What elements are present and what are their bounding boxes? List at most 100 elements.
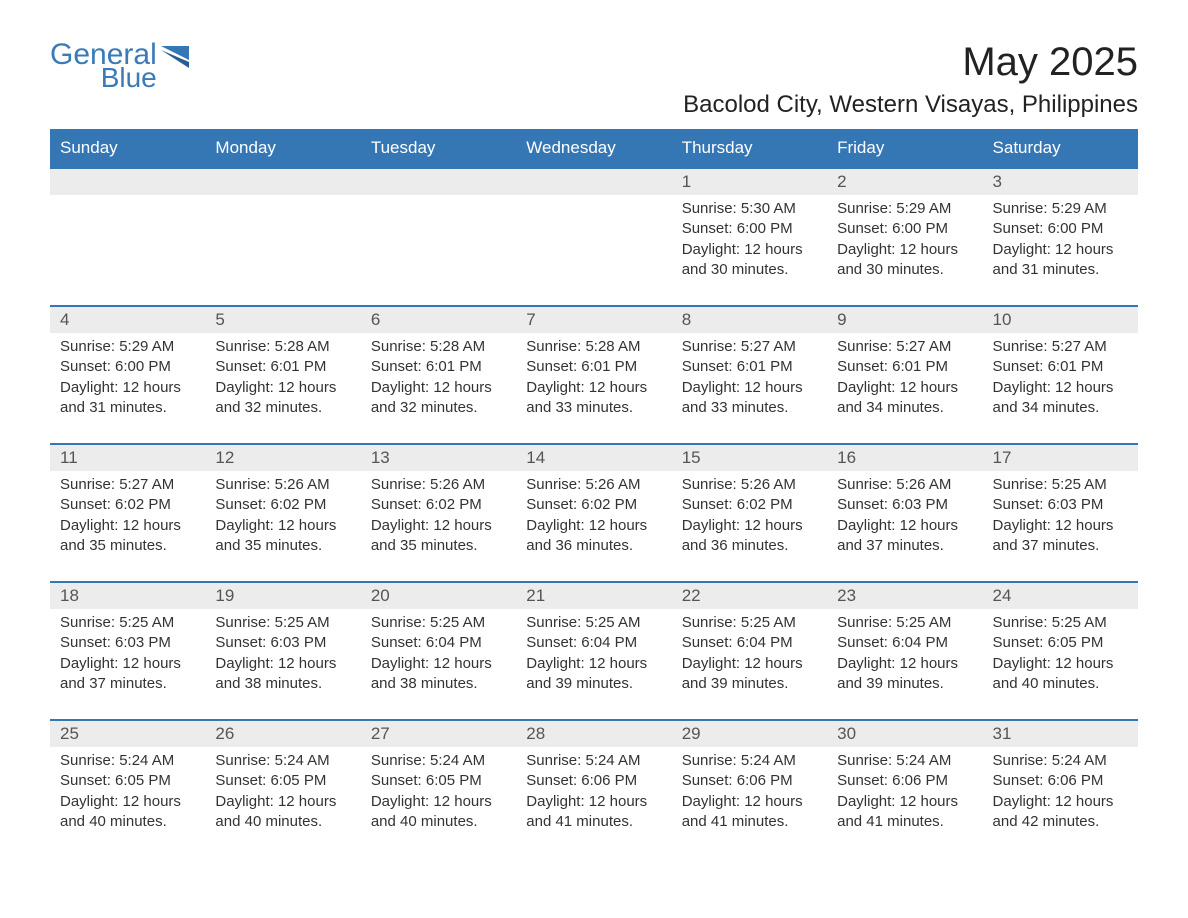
day-body: Sunrise: 5:25 AMSunset: 6:04 PMDaylight:… xyxy=(827,609,982,719)
calendar-cell xyxy=(50,166,205,305)
sunrise-text: Sunrise: 5:27 AM xyxy=(837,337,972,357)
sunrise-text: Sunrise: 5:25 AM xyxy=(837,613,972,633)
calendar-cell: 30Sunrise: 5:24 AMSunset: 6:06 PMDayligh… xyxy=(827,719,982,857)
daylight-text: Daylight: 12 hours and 40 minutes. xyxy=(215,792,350,833)
calendar-cell: 18Sunrise: 5:25 AMSunset: 6:03 PMDayligh… xyxy=(50,581,205,719)
sunset-text: Sunset: 6:00 PM xyxy=(60,357,195,377)
day-number: 5 xyxy=(205,305,360,333)
day-number-empty xyxy=(205,167,360,195)
day-number: 25 xyxy=(50,719,205,747)
sunset-text: Sunset: 6:02 PM xyxy=(682,495,817,515)
day-body: Sunrise: 5:27 AMSunset: 6:01 PMDaylight:… xyxy=(827,333,982,443)
day-body: Sunrise: 5:25 AMSunset: 6:03 PMDaylight:… xyxy=(50,609,205,719)
daylight-text: Daylight: 12 hours and 30 minutes. xyxy=(682,240,817,281)
daylight-text: Daylight: 12 hours and 41 minutes. xyxy=(837,792,972,833)
sunset-text: Sunset: 6:00 PM xyxy=(993,219,1128,239)
title-month: May 2025 xyxy=(683,40,1138,85)
calendar-table: Sunday Monday Tuesday Wednesday Thursday… xyxy=(50,129,1138,857)
day-body: Sunrise: 5:25 AMSunset: 6:03 PMDaylight:… xyxy=(983,471,1138,581)
day-number: 10 xyxy=(983,305,1138,333)
calendar-cell: 22Sunrise: 5:25 AMSunset: 6:04 PMDayligh… xyxy=(672,581,827,719)
day-number-empty xyxy=(361,167,516,195)
daylight-text: Daylight: 12 hours and 38 minutes. xyxy=(371,654,506,695)
day-number: 16 xyxy=(827,443,982,471)
day-number: 26 xyxy=(205,719,360,747)
day-body: Sunrise: 5:24 AMSunset: 6:06 PMDaylight:… xyxy=(672,747,827,857)
day-number: 18 xyxy=(50,581,205,609)
calendar-cell: 9Sunrise: 5:27 AMSunset: 6:01 PMDaylight… xyxy=(827,305,982,443)
day-body-empty xyxy=(205,195,360,305)
sunrise-text: Sunrise: 5:29 AM xyxy=(993,199,1128,219)
sunrise-text: Sunrise: 5:26 AM xyxy=(682,475,817,495)
header: General Blue May 2025 Bacolod City, West… xyxy=(50,40,1138,129)
sunset-text: Sunset: 6:02 PM xyxy=(60,495,195,515)
title-location: Bacolod City, Western Visayas, Philippin… xyxy=(683,91,1138,119)
sunrise-text: Sunrise: 5:25 AM xyxy=(371,613,506,633)
sunset-text: Sunset: 6:02 PM xyxy=(371,495,506,515)
sunrise-text: Sunrise: 5:27 AM xyxy=(682,337,817,357)
calendar-body: 1Sunrise: 5:30 AMSunset: 6:00 PMDaylight… xyxy=(50,166,1138,857)
calendar-cell: 29Sunrise: 5:24 AMSunset: 6:06 PMDayligh… xyxy=(672,719,827,857)
sunrise-text: Sunrise: 5:25 AM xyxy=(215,613,350,633)
daylight-text: Daylight: 12 hours and 32 minutes. xyxy=(215,378,350,419)
weekday-header: Saturday xyxy=(983,130,1138,166)
sunrise-text: Sunrise: 5:28 AM xyxy=(215,337,350,357)
sunset-text: Sunset: 6:04 PM xyxy=(526,633,661,653)
day-body: Sunrise: 5:26 AMSunset: 6:02 PMDaylight:… xyxy=(205,471,360,581)
calendar-cell: 19Sunrise: 5:25 AMSunset: 6:03 PMDayligh… xyxy=(205,581,360,719)
day-body: Sunrise: 5:26 AMSunset: 6:02 PMDaylight:… xyxy=(516,471,671,581)
day-number: 2 xyxy=(827,167,982,195)
day-body: Sunrise: 5:24 AMSunset: 6:06 PMDaylight:… xyxy=(983,747,1138,857)
logo: General Blue xyxy=(50,40,189,92)
calendar-cell: 5 Sunrise: 5:28 AMSunset: 6:01 PMDaylight… xyxy=(205,305,360,443)
daylight-text: Daylight: 12 hours and 33 minutes. xyxy=(526,378,661,419)
calendar-cell: 10Sunrise: 5:27 AMSunset: 6:01 PMDayligh… xyxy=(983,305,1138,443)
sunrise-text: Sunrise: 5:25 AM xyxy=(60,613,195,633)
calendar-cell: 24Sunrise: 5:25 AMSunset: 6:05 PMDayligh… xyxy=(983,581,1138,719)
sunset-text: Sunset: 6:01 PM xyxy=(682,357,817,377)
sunset-text: Sunset: 6:02 PM xyxy=(526,495,661,515)
sunrise-text: Sunrise: 5:25 AM xyxy=(682,613,817,633)
calendar-week: 25Sunrise: 5:24 AMSunset: 6:05 PMDayligh… xyxy=(50,719,1138,857)
day-body: Sunrise: 5:27 AMSunset: 6:01 PMDaylight:… xyxy=(672,333,827,443)
sunset-text: Sunset: 6:02 PM xyxy=(215,495,350,515)
day-number: 30 xyxy=(827,719,982,747)
sunset-text: Sunset: 6:05 PM xyxy=(371,771,506,791)
daylight-text: Daylight: 12 hours and 31 minutes. xyxy=(993,240,1128,281)
daylight-text: Daylight: 12 hours and 39 minutes. xyxy=(682,654,817,695)
calendar-week: 11Sunrise: 5:27 AMSunset: 6:02 PMDayligh… xyxy=(50,443,1138,581)
daylight-text: Daylight: 12 hours and 40 minutes. xyxy=(371,792,506,833)
day-number-empty xyxy=(50,167,205,195)
weekday-header: Sunday xyxy=(50,130,205,166)
sunset-text: Sunset: 6:06 PM xyxy=(682,771,817,791)
day-body: Sunrise: 5:24 AMSunset: 6:06 PMDaylight:… xyxy=(516,747,671,857)
daylight-text: Daylight: 12 hours and 41 minutes. xyxy=(526,792,661,833)
daylight-text: Daylight: 12 hours and 39 minutes. xyxy=(837,654,972,695)
sunrise-text: Sunrise: 5:25 AM xyxy=(526,613,661,633)
day-number: 9 xyxy=(827,305,982,333)
day-body-empty xyxy=(516,195,671,305)
calendar-cell: 16Sunrise: 5:26 AMSunset: 6:03 PMDayligh… xyxy=(827,443,982,581)
day-body: Sunrise: 5:28 AMSunset: 6:01 PMDaylight:… xyxy=(361,333,516,443)
day-body-empty xyxy=(361,195,516,305)
calendar-cell: 23Sunrise: 5:25 AMSunset: 6:04 PMDayligh… xyxy=(827,581,982,719)
sunset-text: Sunset: 6:06 PM xyxy=(837,771,972,791)
sunset-text: Sunset: 6:01 PM xyxy=(215,357,350,377)
daylight-text: Daylight: 12 hours and 34 minutes. xyxy=(993,378,1128,419)
calendar-cell: 15Sunrise: 5:26 AMSunset: 6:02 PMDayligh… xyxy=(672,443,827,581)
daylight-text: Daylight: 12 hours and 33 minutes. xyxy=(682,378,817,419)
sunrise-text: Sunrise: 5:28 AM xyxy=(371,337,506,357)
sunrise-text: Sunrise: 5:24 AM xyxy=(371,751,506,771)
daylight-text: Daylight: 12 hours and 40 minutes. xyxy=(993,654,1128,695)
sunrise-text: Sunrise: 5:28 AM xyxy=(526,337,661,357)
sunrise-text: Sunrise: 5:30 AM xyxy=(682,199,817,219)
day-body: Sunrise: 5:29 AMSunset: 6:00 PMDaylight:… xyxy=(50,333,205,443)
sunrise-text: Sunrise: 5:27 AM xyxy=(60,475,195,495)
day-body: Sunrise: 5:24 AMSunset: 6:05 PMDaylight:… xyxy=(50,747,205,857)
daylight-text: Daylight: 12 hours and 37 minutes. xyxy=(837,516,972,557)
sunrise-text: Sunrise: 5:26 AM xyxy=(526,475,661,495)
calendar-cell: 14Sunrise: 5:26 AMSunset: 6:02 PMDayligh… xyxy=(516,443,671,581)
sunrise-text: Sunrise: 5:24 AM xyxy=(215,751,350,771)
calendar-cell: 6Sunrise: 5:28 AMSunset: 6:01 PMDaylight… xyxy=(361,305,516,443)
sunset-text: Sunset: 6:00 PM xyxy=(682,219,817,239)
